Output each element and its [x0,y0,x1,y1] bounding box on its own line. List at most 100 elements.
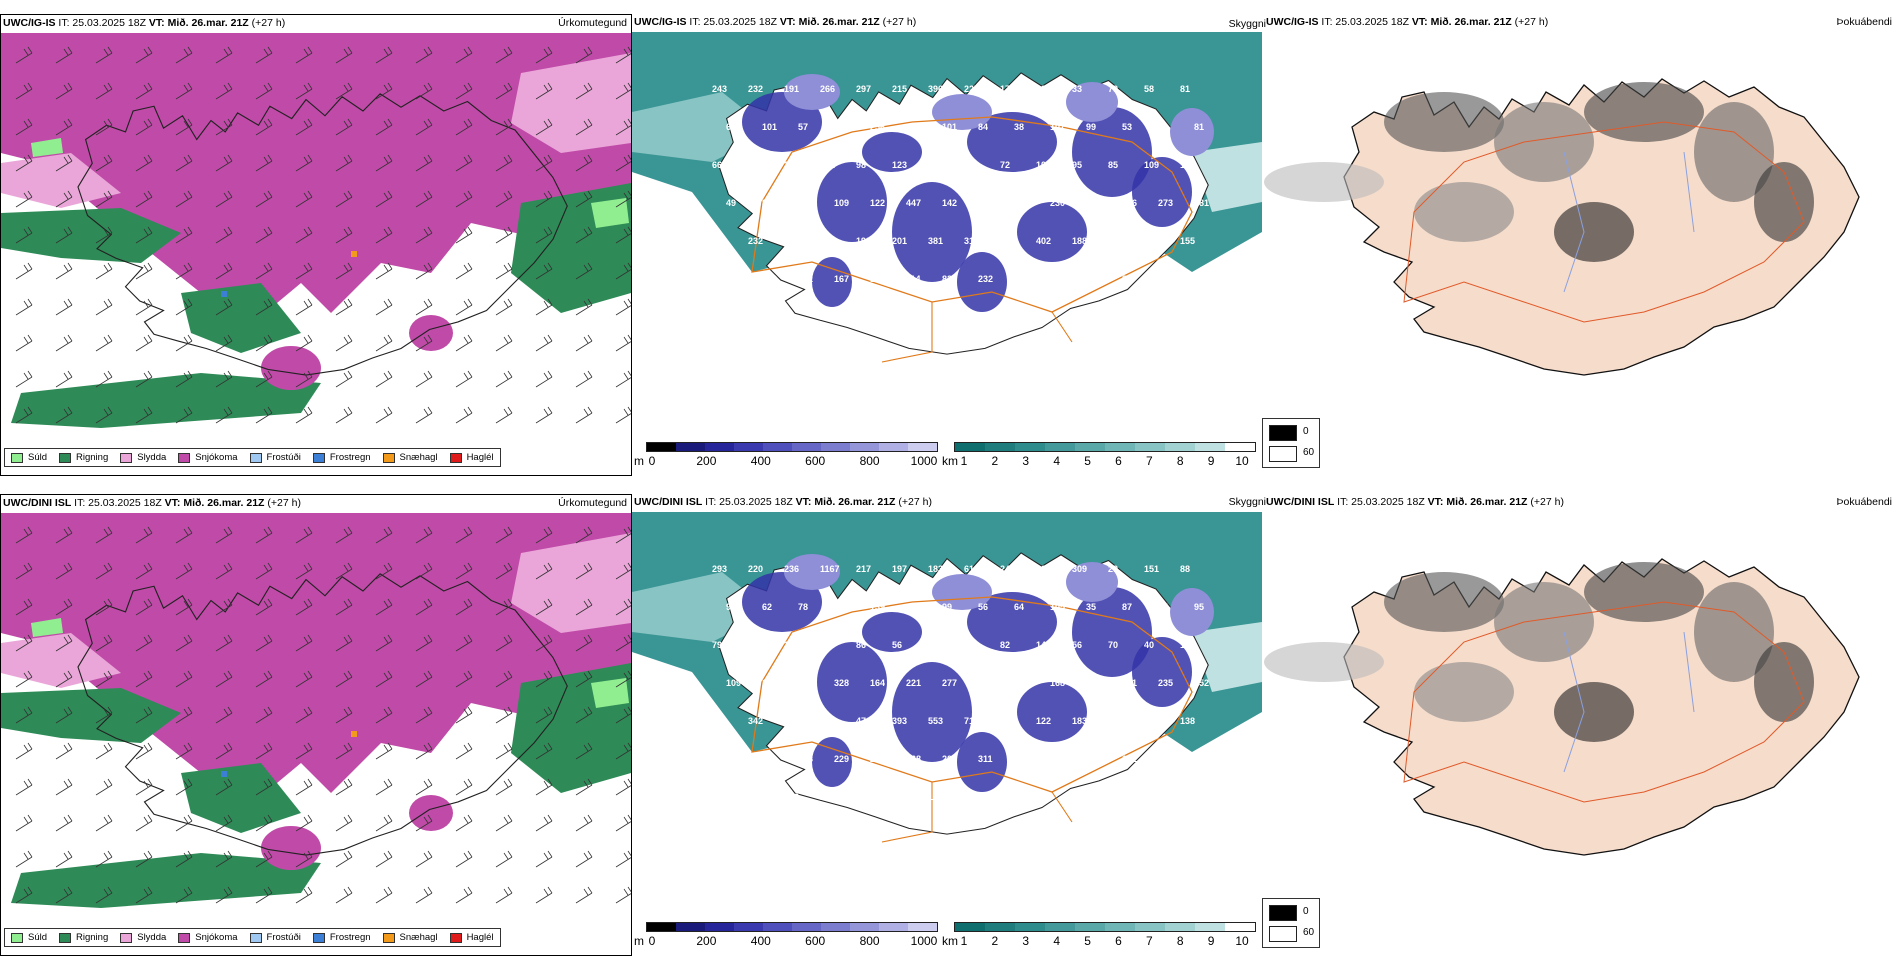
snow-area [1,513,631,813]
wind-barb [255,370,273,388]
wind-barb [95,814,113,832]
road-network [751,596,1193,793]
cloud-base-label: 183 [928,564,943,574]
wind-barb [415,82,433,100]
cloud-base-label: 48 [964,792,974,802]
wind-barb [15,562,33,580]
colorbar-unit: m [634,454,644,468]
cloud-base-label: 122 [1036,716,1051,726]
wind-barb [455,46,473,64]
cloud-base-label: 185 [1144,236,1159,246]
cloud-base-label: 310 [712,236,727,246]
wind-barb [455,406,473,424]
cloud-base-label: 57 [798,122,808,132]
wind-barb [175,190,193,208]
cloud-base-label: 107 [1050,122,1065,132]
cloud-base-label: 156 [748,792,763,802]
wind-barb [615,814,631,832]
cloud-base-label: 304 [1000,236,1015,246]
wind-barb [15,370,33,388]
panel-title: Úrkomutegund [558,17,627,29]
cloud-base-label: 254 [1086,198,1101,208]
legend-label: Frostregn [329,452,371,463]
wind-barb [15,190,33,208]
wind-barb [375,706,393,724]
wind-barb [95,298,113,316]
colorbar-bin [985,443,1015,451]
wind-barb [175,886,193,904]
rain-area [181,763,301,833]
wind-barb [535,526,553,544]
colorbar-tick: 1000 [910,454,938,468]
wind-barb [335,850,353,868]
wind-barb [615,82,631,100]
cloud-base-label: 250 [1036,792,1051,802]
cloud-base-label: 62 [762,602,772,612]
road-network [751,116,1193,313]
wind-barb [575,370,593,388]
iceland-outline [77,573,568,856]
wind-barb [55,526,73,544]
colorbar-bin [955,923,985,931]
wind-barb [215,226,233,244]
wind-barb [335,814,353,832]
cloud-base-label: 120 [1180,792,1195,802]
wind-barb [335,82,353,100]
wind-barb [335,526,353,544]
sleet-area [1,633,121,688]
visibility-area [1192,622,1262,692]
wind-barb [295,886,313,904]
cloud-base-label: 68 [1036,84,1046,94]
cloud-base-label: 586 [762,274,777,284]
coastline [77,573,568,856]
drizzle-area [31,138,63,157]
wind-barb [295,598,313,616]
panel-title: Þokuábendi [1836,16,1892,28]
wind-barb [175,226,193,244]
cloud-base-label: 553 [928,716,943,726]
wind-barb [175,706,193,724]
wind-barb [535,634,553,652]
cloud-base-label: 99 [1086,122,1096,132]
wind-barb [615,298,631,316]
wind-barb [215,46,233,64]
wind-barb [15,118,33,136]
cloud-base-label: 28 [784,160,794,170]
wind-barb [455,190,473,208]
cloud-base-label: 396 [928,84,943,94]
cloud-base-label: 122 [870,198,885,208]
cloud-base-label: 67 [964,160,974,170]
cloud-area [932,94,992,130]
colorbar-bin [850,923,879,931]
wind-barb [615,634,631,652]
freezing-rain-spot [221,291,227,297]
wind-barb [175,370,193,388]
cloud-base-label: 393 [892,716,907,726]
wind-barb [615,850,631,868]
panel-title: Þokuábendi [1836,496,1892,508]
fog-shading [1754,162,1814,242]
cloud-base-label: 232 [978,274,993,284]
panel-header: UWC/DINI ISL IT: 25.03.2025 18Z VT: Mið.… [1266,496,1564,508]
cloud-base-label: 233 [1014,198,1029,208]
wind-barb [215,814,233,832]
colorbar-tick: 1 [960,934,968,948]
wind-barb [135,226,153,244]
wind-barb [295,814,313,832]
wind-barb [495,778,513,796]
wind-barb [415,526,433,544]
cloud-base-label: 252 [1194,678,1209,688]
wind-barb [335,598,353,616]
cloud-base-label: 232 [748,236,763,246]
wind-barb [415,406,433,424]
wind-barb [455,154,473,172]
wind-barb [215,262,233,280]
wind-barb [135,634,153,652]
colorbar-bin [1195,923,1225,931]
legend-swatch [11,452,23,463]
wind-barb [15,742,33,760]
wind-barb [255,670,273,688]
snow-area [261,346,321,390]
wind-barb [295,742,313,760]
wind-barb [55,190,73,208]
